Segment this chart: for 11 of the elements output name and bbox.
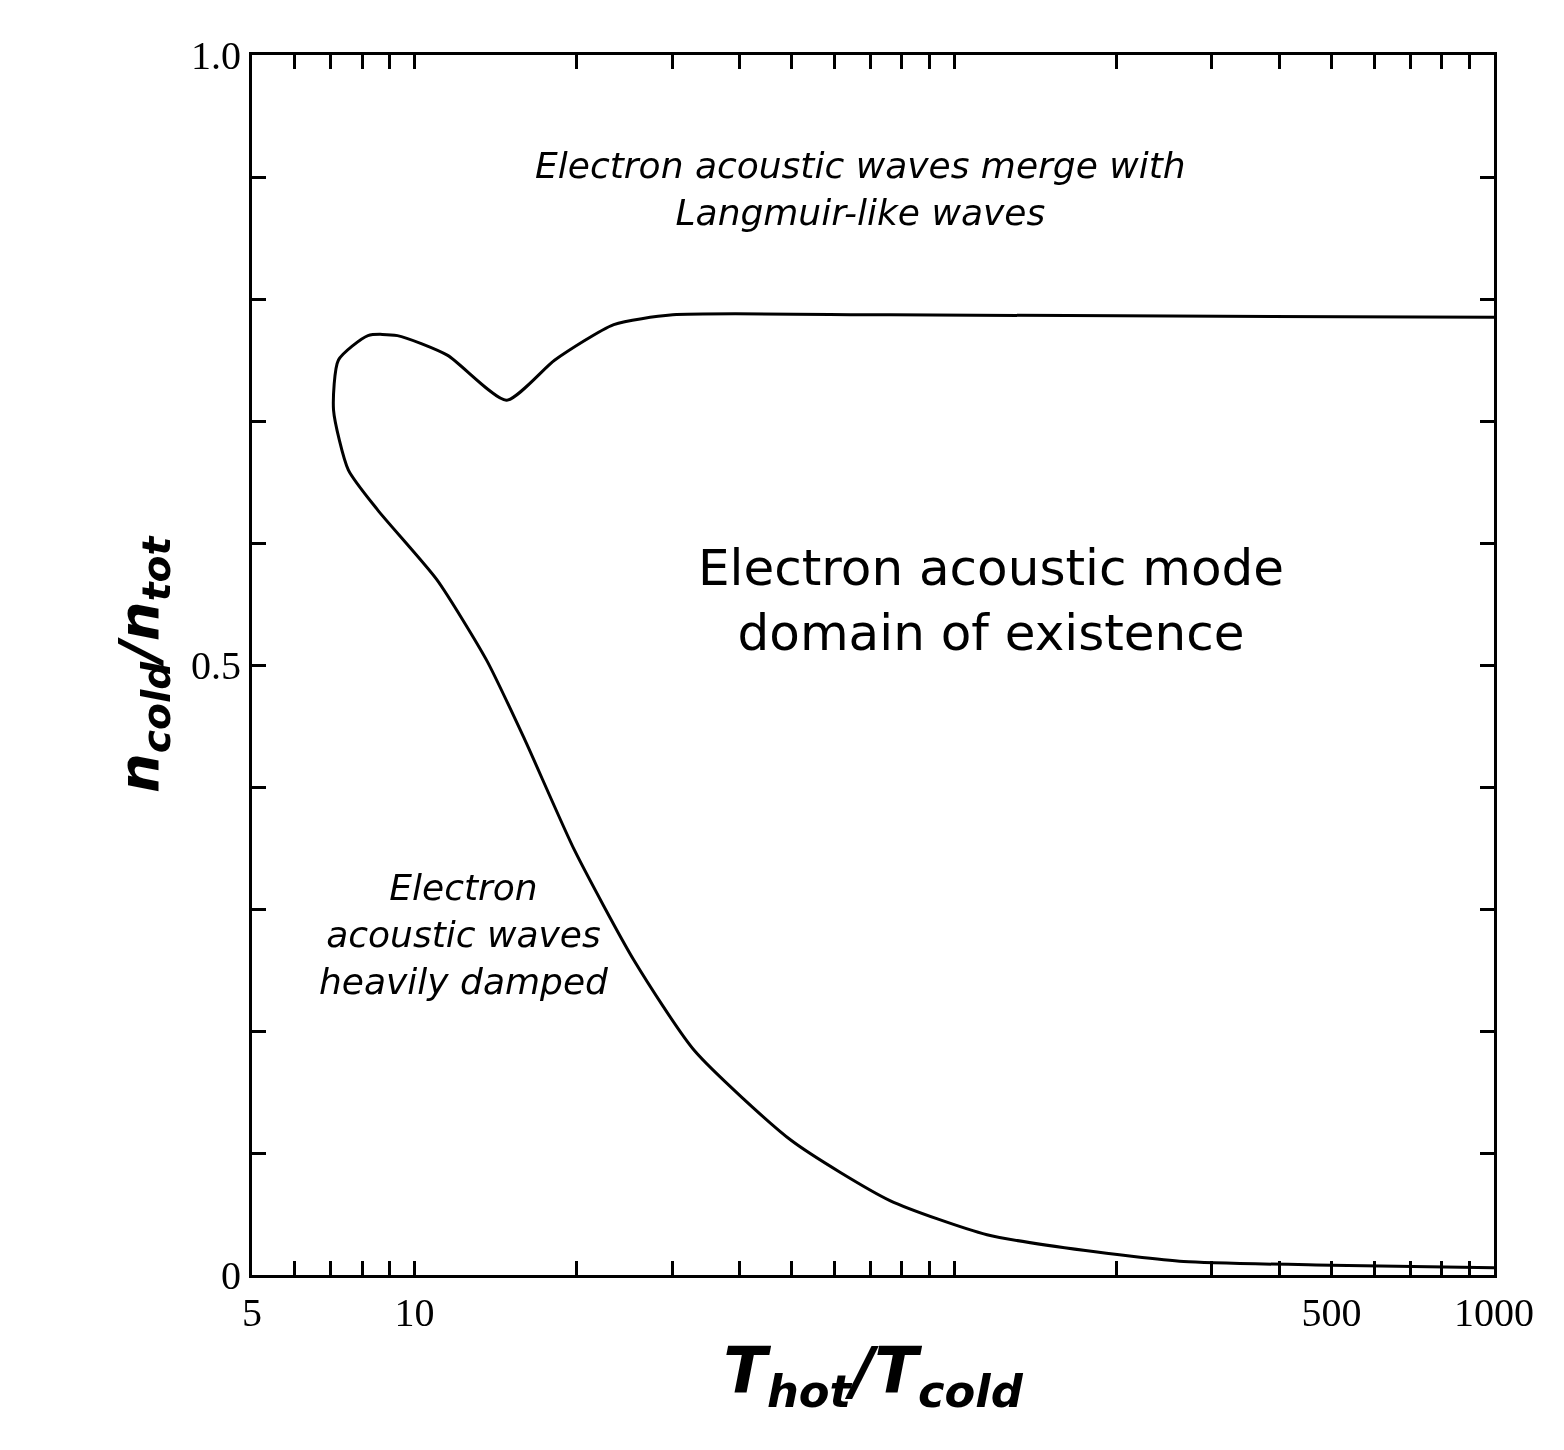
y-tick-label: 0.5 bbox=[191, 643, 241, 688]
annotation: Electron acoustic waves heavily damped bbox=[319, 867, 610, 1002]
y-tick-label: 1.0 bbox=[191, 33, 241, 78]
x-tick-label: 1000 bbox=[1454, 1290, 1534, 1335]
y-tick-label: 0 bbox=[221, 1253, 241, 1298]
x-tick-label: 500 bbox=[1301, 1290, 1362, 1335]
x-tick-label: 5 bbox=[242, 1290, 262, 1335]
annotation: Electron acoustic waves merge with Langmuir-like waves bbox=[535, 145, 1186, 233]
x-axis-title: T$_{hot}$/T$_{cold}$ bbox=[723, 1334, 1024, 1418]
annotation: Electron acoustic mode domain of existence bbox=[698, 539, 1285, 662]
x-tick-label: 10 bbox=[394, 1290, 435, 1335]
